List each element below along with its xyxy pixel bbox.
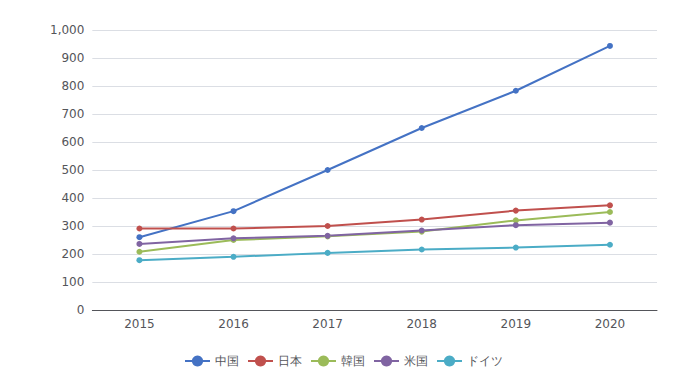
svg-text:200: 200 — [61, 247, 84, 261]
svg-text:2019: 2019 — [501, 317, 532, 331]
svg-text:0: 0 — [77, 303, 85, 317]
svg-text:2017: 2017 — [312, 317, 343, 331]
svg-text:2016: 2016 — [218, 317, 249, 331]
svg-text:米国: 米国 — [404, 354, 428, 368]
svg-text:100: 100 — [61, 275, 84, 289]
svg-text:500: 500 — [61, 163, 84, 177]
svg-text:2018: 2018 — [406, 317, 437, 331]
svg-text:ドイツ: ドイツ — [467, 354, 503, 368]
svg-text:800: 800 — [61, 79, 84, 93]
svg-text:韓国: 韓国 — [341, 354, 365, 368]
svg-text:700: 700 — [61, 107, 84, 121]
svg-text:日本: 日本 — [278, 354, 302, 368]
svg-text:1,000: 1,000 — [50, 23, 84, 37]
svg-text:2020: 2020 — [595, 317, 626, 331]
svg-text:400: 400 — [61, 191, 84, 205]
svg-text:中国: 中国 — [215, 354, 239, 368]
svg-text:600: 600 — [61, 135, 84, 149]
svg-text:900: 900 — [61, 51, 84, 65]
svg-text:2015: 2015 — [124, 317, 155, 331]
svg-text:300: 300 — [61, 219, 84, 233]
